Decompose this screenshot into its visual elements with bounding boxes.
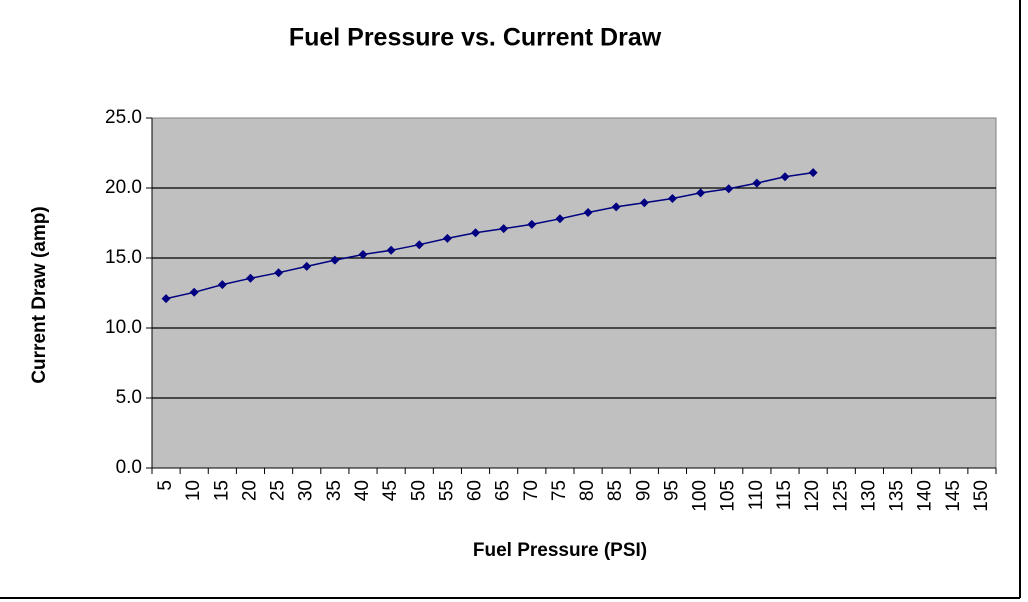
data-point: [611, 202, 621, 212]
y-tick-label: 15.0: [105, 247, 142, 268]
data-point: [527, 219, 537, 229]
x-tick-label: 35: [324, 480, 345, 501]
data-point: [724, 184, 734, 194]
data-point: [358, 250, 368, 259]
x-tick-label: 25: [268, 480, 289, 501]
x-tick-label: 130: [858, 480, 879, 512]
x-tick-label: 125: [830, 480, 851, 512]
y-tick-label: 5.0: [116, 387, 142, 408]
y-tick-label: 10.0: [105, 317, 142, 338]
y-tick-label: 20.0: [105, 177, 142, 198]
x-tick-label: 45: [380, 480, 401, 501]
x-tick-label: 40: [352, 480, 373, 501]
data-point: [639, 198, 649, 208]
x-tick-label: 100: [690, 480, 711, 512]
y-axis-label: Current Draw (amp): [29, 206, 50, 383]
x-tick-label: 10: [183, 480, 204, 501]
x-tick-label: 150: [971, 480, 992, 512]
x-tick-label: 95: [661, 480, 682, 501]
x-tick-label: 105: [718, 480, 739, 512]
chart-title: Fuel Pressure vs. Current Draw: [289, 24, 662, 52]
x-tick-label: 110: [746, 480, 767, 510]
x-tick-label: 140: [915, 480, 936, 512]
data-point: [780, 172, 790, 182]
data-point: [414, 240, 424, 250]
series-line: [165, 171, 814, 300]
data-point: [442, 233, 452, 243]
x-tick-label: 90: [633, 480, 654, 501]
data-point: [499, 224, 509, 234]
data-point: [189, 287, 199, 297]
x-tick-label: 65: [493, 480, 514, 501]
data-point: [696, 188, 706, 198]
data-point: [555, 214, 565, 224]
data-point: [330, 255, 340, 265]
x-axis-label: Fuel Pressure (PSI): [473, 540, 647, 561]
x-tick-label: 145: [943, 480, 964, 512]
data-point: [274, 268, 284, 278]
data-point: [808, 168, 818, 178]
data-point: [302, 261, 312, 271]
x-tick-label: 80: [577, 480, 598, 501]
plot-area: [151, 117, 997, 469]
data-point: [667, 194, 677, 203]
x-tick-label: 120: [802, 480, 823, 512]
x-tick-label: 75: [549, 480, 570, 501]
data-point: [245, 273, 255, 283]
x-tick-label: 5: [155, 480, 176, 491]
data-point: [217, 280, 227, 290]
x-tick-label: 30: [296, 480, 317, 501]
y-tick-label: 25.0: [105, 107, 142, 128]
x-tick-label: 60: [465, 480, 486, 501]
x-tick-label: 15: [211, 480, 232, 501]
data-point: [386, 245, 396, 255]
data-point: [752, 178, 762, 188]
data-point: [583, 208, 593, 217]
x-tick-label: 55: [436, 480, 457, 501]
y-tick-label: 0.0: [116, 457, 142, 478]
x-tick-label: 20: [239, 480, 260, 501]
x-tick-label: 50: [408, 480, 429, 501]
data-point: [161, 294, 171, 304]
x-tick-label: 115: [774, 480, 795, 510]
x-tick-label: 70: [521, 480, 542, 501]
x-tick-label: 135: [887, 480, 908, 512]
data-point: [471, 228, 481, 238]
x-tick-label: 85: [605, 480, 626, 501]
